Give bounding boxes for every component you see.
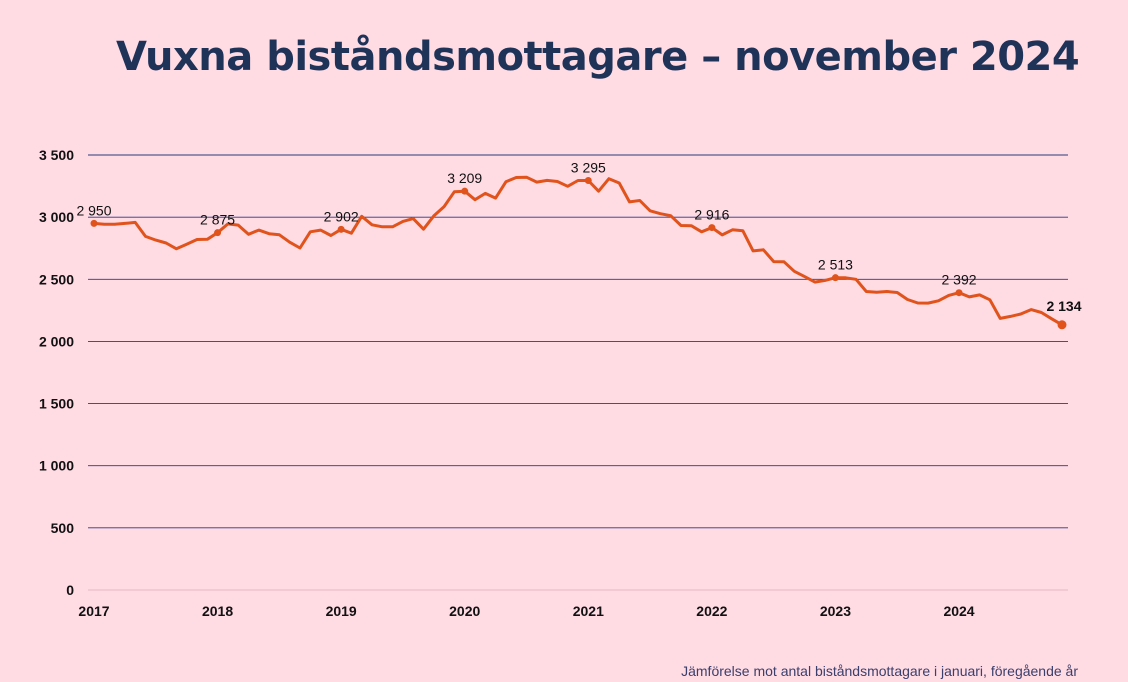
data-label: 2 875 (200, 212, 235, 228)
data-point-marker (708, 224, 716, 232)
data-point-marker (831, 274, 839, 282)
gridlines (88, 154, 1068, 591)
data-point-marker (461, 187, 469, 195)
data-point-marker (214, 229, 222, 237)
data-label: 2 134 (1046, 298, 1081, 314)
data-label: 2 902 (324, 208, 359, 224)
y-tick-label: 3 000 (39, 209, 74, 225)
data-label: 2 950 (76, 202, 111, 218)
y-axis-labels: 0 500 1 000 1 500 2 000 2 500 3 000 3 500 (39, 147, 74, 598)
data-point-marker (584, 176, 592, 184)
data-label: 2 916 (694, 207, 729, 223)
y-tick-label: 500 (51, 520, 75, 536)
y-tick-label: 0 (66, 582, 74, 598)
x-tick-label: 2024 (943, 603, 974, 619)
x-tick-label: 2020 (449, 603, 480, 619)
series-line (92, 175, 1064, 327)
series-line-path (92, 175, 1064, 327)
y-tick-label: 2 000 (39, 333, 74, 349)
x-tick-label: 2023 (820, 603, 851, 619)
data-label: 3 209 (447, 170, 482, 186)
x-tick-label: 2021 (573, 603, 604, 619)
data-point-marker (955, 289, 963, 297)
data-point-marker (90, 219, 98, 227)
footnote: Jämförelse mot antal biståndsmottagare i… (681, 663, 1078, 679)
x-tick-label: 2017 (78, 603, 109, 619)
data-point-marker (1057, 320, 1067, 330)
data-point-marker (337, 225, 345, 233)
x-tick-label: 2022 (696, 603, 727, 619)
data-label: 3 295 (571, 159, 606, 175)
x-tick-label: 2019 (326, 603, 357, 619)
y-tick-label: 2 500 (39, 271, 74, 287)
y-tick-label: 3 500 (39, 147, 74, 163)
data-label: 2 513 (818, 257, 853, 273)
x-axis-labels: 2017 2018 2019 2020 2021 2022 2023 2024 (78, 603, 974, 619)
y-tick-label: 1 500 (39, 396, 74, 412)
y-tick-label: 1 000 (39, 458, 74, 474)
data-label: 2 392 (941, 272, 976, 288)
data-labels: 2 950 2 875 2 902 3 209 3 295 2 916 2 513 2 392… (76, 159, 1082, 330)
chart-title: Vuxna biståndsmottagare – november 2024 (116, 34, 1080, 80)
x-tick-label: 2018 (202, 603, 233, 619)
